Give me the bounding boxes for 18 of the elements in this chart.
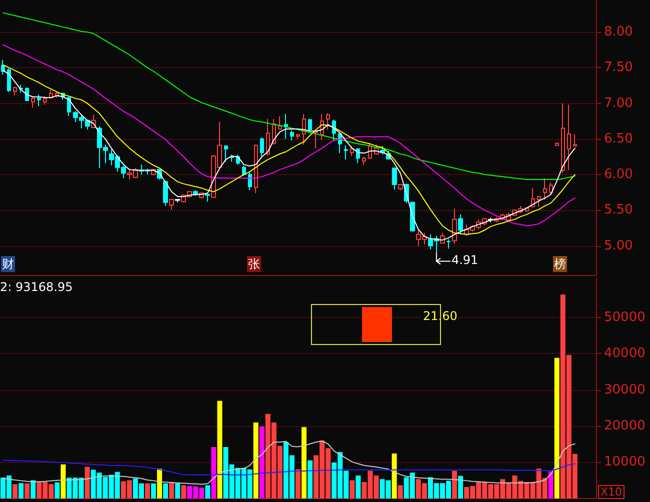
- y-tick-label: 20000: [604, 418, 646, 434]
- y-tick-label: 8.00: [604, 24, 633, 40]
- y-tick-label: 50000: [604, 310, 646, 326]
- text: X10: [600, 486, 622, 498]
- annotation: 榜: [554, 257, 566, 271]
- annotation: 张: [248, 257, 260, 271]
- y-tick-label: 6.50: [604, 131, 633, 146]
- y-tick-label: 30000: [604, 382, 646, 398]
- y-tick-label: 5.50: [604, 202, 633, 218]
- y-tick-label: 7.50: [604, 60, 633, 76]
- y-tick-label: 40000: [604, 346, 646, 362]
- y-tick-label: 10000: [604, 454, 646, 470]
- annotation: 财: [2, 257, 14, 271]
- annotation: 4.91: [451, 253, 478, 268]
- y-tick-label: 7.00: [604, 96, 633, 111]
- annotation: 2: 93168.95: [0, 280, 73, 294]
- y-tick-label: 5.00: [604, 238, 633, 254]
- y-tick-label: 6.00: [604, 167, 633, 182]
